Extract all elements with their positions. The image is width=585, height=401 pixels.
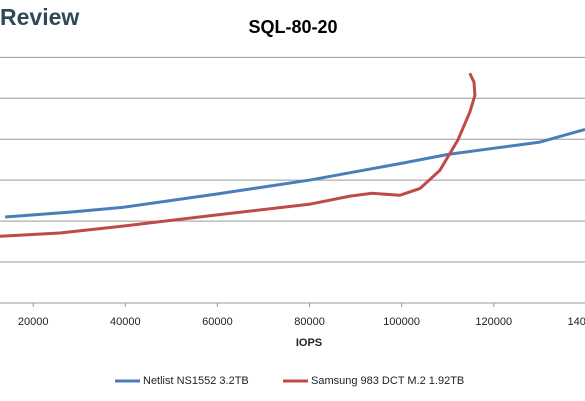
series-line bbox=[4, 127, 585, 219]
brand-logo: Review bbox=[0, 4, 79, 30]
chart-title: SQL-80-20 bbox=[248, 17, 337, 37]
x-tick-label: 120000 bbox=[475, 316, 512, 328]
x-tick-label: 60000 bbox=[202, 316, 233, 328]
series-line bbox=[0, 72, 477, 238]
x-tick-label: 80000 bbox=[294, 316, 325, 328]
legend-label: Samsung 983 DCT M.2 1.92TB bbox=[311, 375, 464, 387]
x-tick-label: 140000 bbox=[568, 316, 585, 328]
x-tick-label: 20000 bbox=[18, 316, 49, 328]
x-axis-label: IOPS bbox=[296, 337, 322, 349]
x-tick-label: 100000 bbox=[383, 316, 420, 328]
legend-label: Netlist NS1552 3.2TB bbox=[143, 375, 249, 387]
x-tick-label: 40000 bbox=[110, 316, 141, 328]
